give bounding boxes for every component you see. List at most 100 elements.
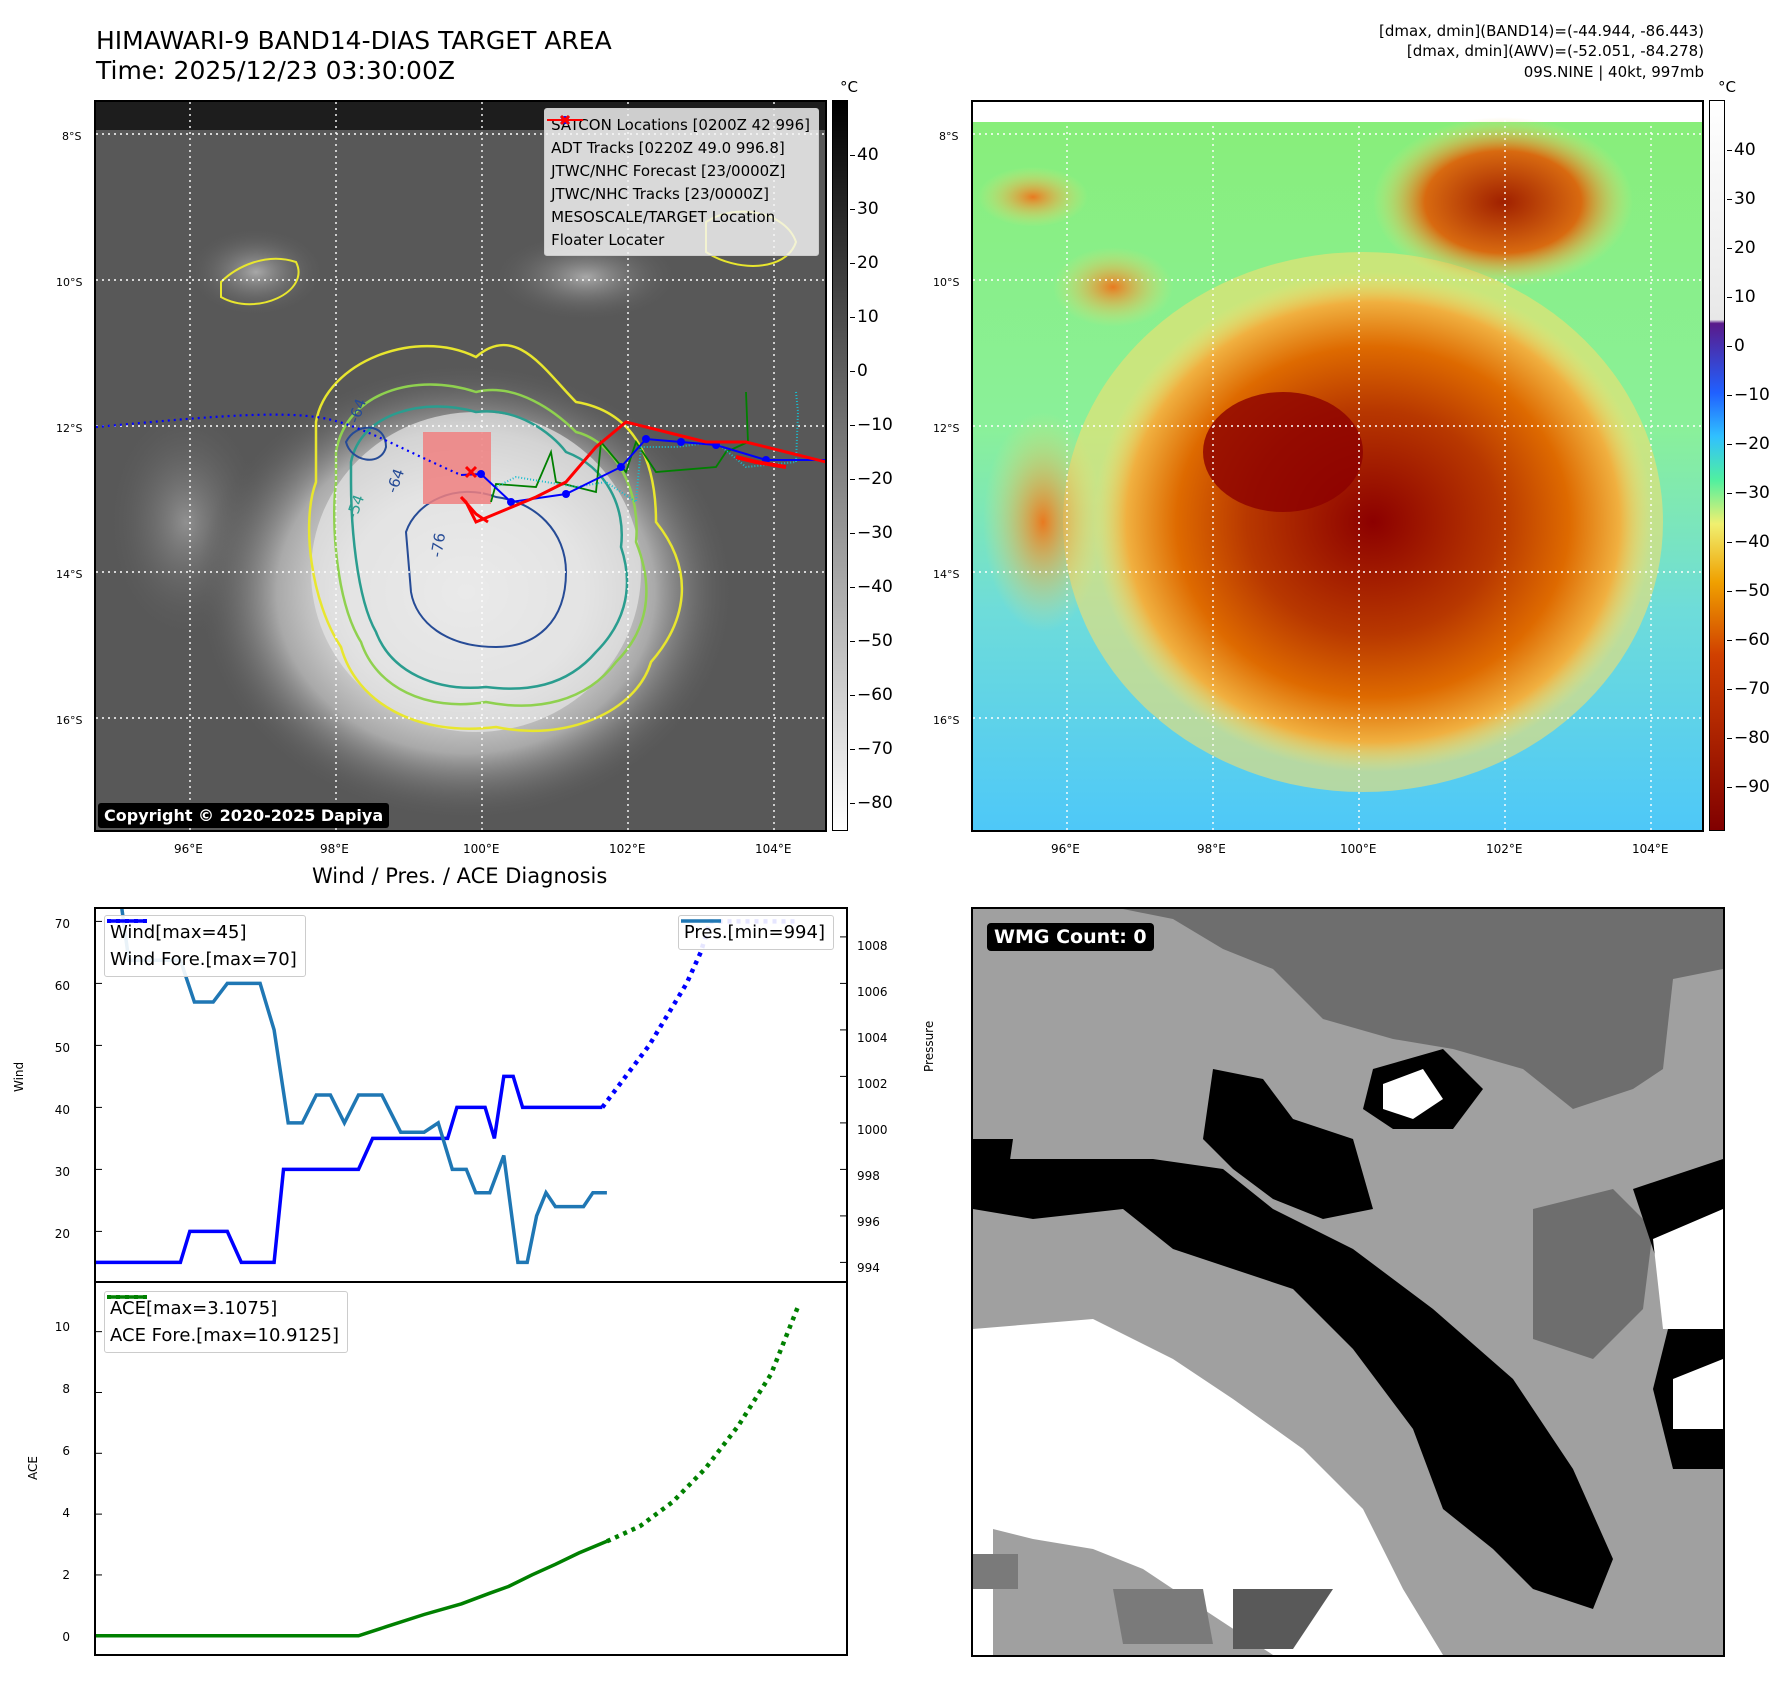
lat-label: 10°S: [56, 276, 83, 289]
legend-wind-forecast: Wind Fore.[max=70]: [107, 919, 297, 973]
lon-label: 100°E: [1340, 842, 1377, 856]
lat-label: 16°S: [56, 714, 83, 727]
wind-ytick: 30: [54, 1165, 70, 1179]
ace-legend: ACE[max=3.1075] ACE Fore.[max=10.9125]: [104, 1291, 348, 1353]
awv-colorbar-tick: −30: [1727, 483, 1770, 503]
wind-ytick: 70: [54, 917, 70, 931]
awv-map-graphic: [973, 102, 1702, 830]
awv-colorbar-tick: −50: [1727, 581, 1770, 601]
legend-label: ADT Tracks [0220Z 49.0 996.8]: [551, 138, 785, 157]
wind-legend: Wind[max=45] Wind Fore.[max=70]: [104, 915, 306, 977]
ir-colorbar-tick: 10: [850, 307, 879, 327]
ir-colorbar-tick: 20: [850, 253, 879, 273]
ir-colorbar-tick: 30: [850, 199, 879, 219]
pressure-ylabel: Pressure: [922, 1020, 936, 1072]
solid-line-icon: [547, 119, 584, 121]
awv-colorbar-tick: 20: [1727, 238, 1756, 258]
pressure-legend: Pres.[min=994]: [677, 915, 834, 950]
lat-label: 16°S: [933, 714, 960, 727]
legend-floater: Floater Locater: [547, 119, 810, 251]
figure-title: HIMAWARI-9 BAND14-DIAS TARGET AREA: [96, 26, 612, 55]
wmg-count-badge: WMG Count: 0: [987, 923, 1154, 951]
wind-ylabel: Wind: [12, 1061, 26, 1092]
awv-colorbar-tick: −70: [1727, 679, 1770, 699]
pressure-ytick: 998: [857, 1169, 880, 1183]
awv-colorbar-tick: −10: [1727, 385, 1770, 405]
legend-satcon: SATCON Locations [0200Z 42 996]: [551, 113, 810, 136]
legend-label: SATCON Locations [0200Z 42 996]: [551, 115, 810, 134]
ir-colorbar: [832, 100, 848, 831]
legend-label: JTWC/NHC Tracks [23/0000Z]: [551, 184, 769, 203]
wind-ytick: 20: [54, 1227, 70, 1241]
legend-ace-forecast: ACE Fore.[max=10.9125]: [107, 1295, 339, 1349]
legend-label: Wind[max=45]: [110, 922, 247, 943]
legend-mesoscale: MESOSCALE/TARGET Location: [551, 114, 810, 228]
copyright-badge: Copyright © 2020-2025 Dapiya: [98, 803, 390, 828]
legend-label: JTWC/NHC Forecast [23/0000Z]: [551, 161, 786, 180]
ace-ytick: 0: [62, 1630, 70, 1644]
ir-colorbar-tick: −70: [850, 739, 893, 759]
wmg-graphic: [973, 909, 1723, 1655]
diagnosis-title: Wind / Pres. / ACE Diagnosis: [312, 864, 608, 888]
pressure-ytick: 996: [857, 1215, 880, 1229]
awv-colorbar-tick: 10: [1727, 287, 1756, 307]
legend-label: Wind Fore.[max=70]: [110, 949, 297, 970]
lat-label: 14°S: [933, 568, 960, 581]
lon-label: 102°E: [1486, 842, 1523, 856]
legend-pressure: Pres.[min=994]: [680, 919, 825, 946]
series-line-ace: [96, 1539, 608, 1638]
lon-label: 104°E: [1632, 842, 1669, 856]
ace-ytick: 4: [62, 1506, 70, 1520]
legend-label: ACE Fore.[max=10.9125]: [110, 1325, 339, 1346]
awv-colorbar-tick: 0: [1727, 336, 1745, 356]
lon-label: 98°E: [1197, 842, 1226, 856]
legend-label: Floater Locater: [551, 230, 665, 249]
ir-legend: SATCON Locations [0200Z 42 996] ADT Trac…: [544, 108, 819, 256]
lat-label: 12°S: [933, 422, 960, 435]
info-storm: 09S.NINE | 40kt, 997mb: [1523, 63, 1704, 81]
legend-label: ACE[max=3.1075]: [110, 1298, 278, 1319]
legend-jtwc-tracks: JTWC/NHC Tracks [23/0000Z]: [547, 116, 810, 205]
wmg-panel: WMG Count: 0: [971, 907, 1725, 1657]
ir-colorbar-tick: 0: [850, 361, 868, 381]
contour-label: -76: [427, 531, 449, 558]
wind-pressure-plot: [96, 909, 846, 1265]
figure-time: Time: 2025/12/23 03:30:00Z: [96, 56, 455, 85]
wind-ytick: 40: [54, 1103, 70, 1117]
ir-colorbar-tick: −60: [850, 685, 893, 705]
awv-colorbar-tick: −20: [1727, 434, 1770, 454]
lon-label: 104°E: [755, 842, 792, 856]
awv-colorbar-unit: °C: [1718, 78, 1736, 96]
lon-label: 96°E: [1051, 842, 1080, 856]
awv-colorbar: [1709, 100, 1725, 831]
series-line-pres: [120, 909, 607, 1265]
pressure-ytick: 1006: [857, 985, 888, 999]
legend-label: Pres.[min=994]: [683, 922, 825, 943]
awv-colorbar-tick: −40: [1727, 532, 1770, 552]
lon-label: 98°E: [320, 842, 349, 856]
pressure-ytick: 1008: [857, 939, 888, 953]
lat-label: 8°S: [939, 130, 959, 143]
lon-label: 96°E: [174, 842, 203, 856]
info-band14: [dmax, dmin](BAND14)=(-44.944, -86.443): [1379, 22, 1704, 40]
awv-map-panel: [971, 100, 1704, 832]
ir-colorbar-tick: 40: [850, 145, 879, 165]
ace-ytick: 8: [62, 1382, 70, 1396]
wind-pressure-chart: Wind[max=45] Wind Fore.[max=70] Pres.[mi…: [94, 907, 848, 1283]
lon-label: 100°E: [463, 842, 500, 856]
ir-colorbar-tick: −10: [850, 415, 893, 435]
awv-colorbar-tick: −90: [1727, 777, 1770, 797]
ace-ytick: 10: [54, 1320, 70, 1334]
pressure-ytick: 1004: [857, 1031, 888, 1045]
lon-label: 102°E: [609, 842, 646, 856]
legend-jtwc-forecast: JTWC/NHC Forecast [23/0000Z]: [547, 119, 810, 182]
awv-colorbar-tick: 30: [1727, 189, 1756, 209]
dotted-line-icon: [107, 1295, 147, 1299]
ace-ytick: 6: [62, 1444, 70, 1458]
pressure-ytick: 1002: [857, 1077, 888, 1091]
awv-colorbar-tick: −80: [1727, 728, 1770, 748]
solid-line-icon: [680, 919, 721, 923]
ir-map-panel: -64 -64 -54 -76: [94, 100, 827, 832]
ace-ytick: 2: [62, 1568, 70, 1582]
